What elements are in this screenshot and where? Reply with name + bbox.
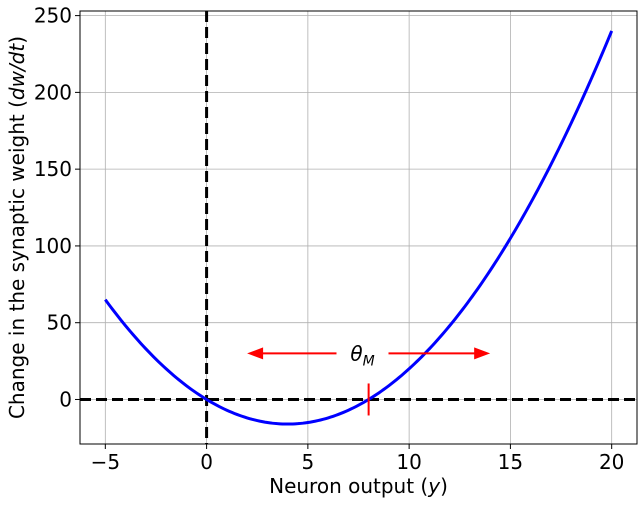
x-tick-label: 0 bbox=[200, 450, 213, 474]
zero-lines bbox=[80, 11, 637, 444]
x-tick-label: 15 bbox=[498, 450, 523, 474]
theta-subscript: M bbox=[363, 353, 375, 369]
x-tick-label: 5 bbox=[301, 450, 314, 474]
x-tick-label: 20 bbox=[599, 450, 624, 474]
grid bbox=[80, 11, 637, 444]
y-tick-label: 250 bbox=[34, 4, 72, 28]
annotation: θM bbox=[247, 341, 491, 416]
arrow-left-head bbox=[247, 347, 264, 360]
series bbox=[104, 30, 614, 426]
y-tick-label: 150 bbox=[34, 157, 72, 181]
ticks bbox=[75, 15, 613, 449]
y-tick-label: 200 bbox=[34, 80, 72, 104]
x-tick-label: −5 bbox=[91, 450, 120, 474]
y-tick-label: 100 bbox=[34, 234, 72, 258]
y-axis-label-var: dw/dt bbox=[5, 43, 29, 100]
x-axis-label-var: y bbox=[427, 474, 441, 498]
arrow-right-head bbox=[474, 347, 491, 360]
y-tick-label: 50 bbox=[47, 311, 72, 335]
y-axis-label: Change in the synaptic weight (dw/dt) bbox=[5, 36, 29, 419]
x-axis-label-text: Neuron output ( bbox=[269, 474, 428, 498]
y-tick-label: 0 bbox=[59, 387, 72, 411]
x-axis-label: Neuron output (y) bbox=[269, 474, 448, 498]
y-axis-label-text: Change in the synaptic weight ( bbox=[5, 100, 29, 419]
theta-m-label: θM bbox=[350, 341, 374, 369]
x-tick-label: 10 bbox=[396, 450, 421, 474]
y-axis-label-close: ) bbox=[5, 36, 29, 44]
plot-frame bbox=[79, 10, 638, 445]
theta-symbol: θ bbox=[350, 341, 362, 365]
bcm-curve bbox=[104, 30, 614, 426]
x-axis-label-close: ) bbox=[440, 474, 448, 498]
